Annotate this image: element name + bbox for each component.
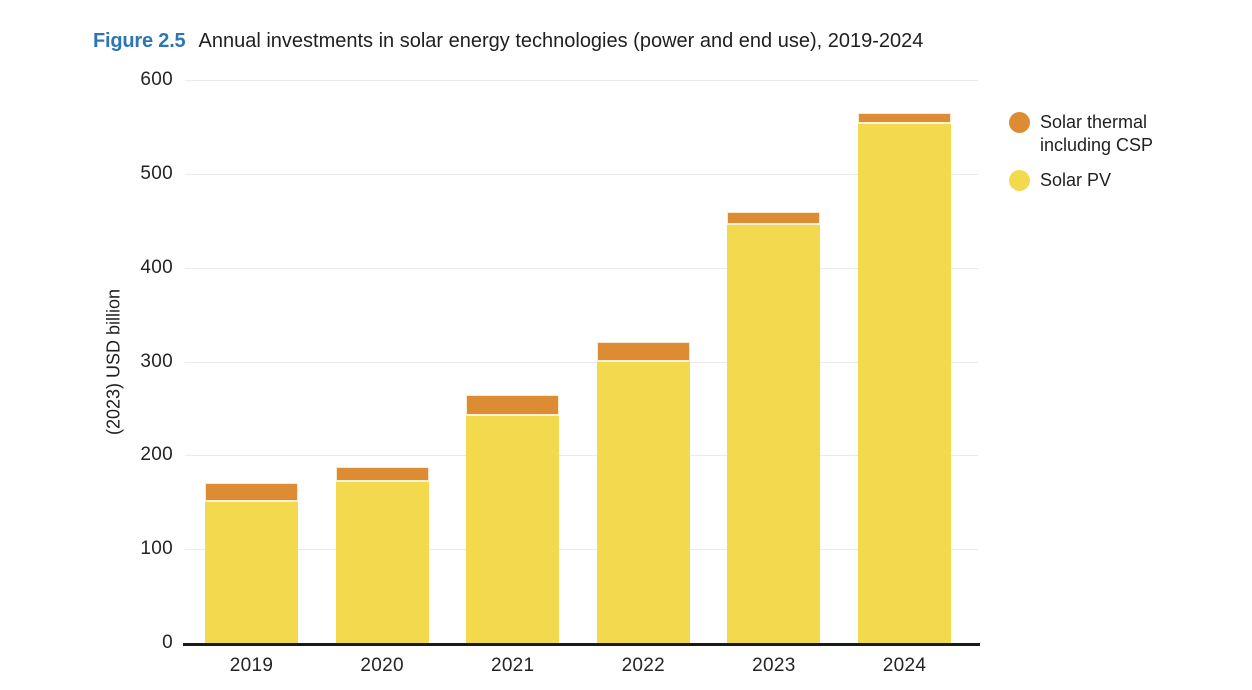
y-tick-label-200: 200 [140,444,173,466]
bar-2022 [596,341,690,643]
x-tick-label-2023: 2023 [752,655,796,676]
bar-segment-solar-thermal-2021 [466,395,560,416]
grid-line-100 [185,549,978,551]
bar-segment-solar-thermal-2022 [596,341,690,362]
x-tick-label-2020: 2020 [360,655,404,676]
plot-area [185,80,978,643]
bar-segment-solar-thermal-2019 [205,482,298,503]
grid-line-300 [185,361,978,363]
chart-legend: Solar thermal including CSP Solar PV [1009,111,1153,192]
bar-2019 [205,482,298,643]
x-tick-label-2019: 2019 [229,655,274,676]
y-tick-label-400: 400 [140,256,173,278]
y-axis-tick-labels: 0 100 200 300 400 500 600 [80,69,173,653]
figure-title: Annual investments in solar energy techn… [198,30,924,52]
grid-line-600 [185,80,978,81]
bar-segment-solar-pv-2020 [335,481,429,643]
bar-segment-solar-pv-2022 [596,361,690,643]
bar-2021 [466,395,560,643]
x-axis-line [183,643,980,646]
legend-swatch-icon [1009,170,1030,191]
y-tick-label-0: 0 [162,632,173,653]
legend-label: Solar thermal including CSP [1040,112,1154,155]
legend-item-1: Solar PV [1009,169,1153,192]
x-tick-label-2022: 2022 [621,655,666,676]
bar-2024 [858,112,951,643]
bar-segment-solar-thermal-2024 [858,112,951,125]
y-tick-label-600: 600 [140,69,173,90]
grid-line-500 [185,173,978,175]
bar-segment-solar-pv-2019 [205,502,298,643]
bar-segment-solar-pv-2021 [466,415,560,643]
legend-label: Solar PV [1040,170,1112,190]
legend-swatch-icon [1009,112,1030,133]
bar-segment-solar-pv-2023 [727,225,821,643]
bar-segment-solar-pv-2024 [858,124,951,643]
bar-segment-solar-thermal-2023 [727,212,821,226]
x-axis-tick-labels: 2019 2020 2021 2022 2023 2024 [185,655,978,685]
y-tick-label-500: 500 [140,162,173,184]
bar-segment-solar-thermal-2020 [335,466,429,482]
bar-2023 [727,212,821,643]
grid-line-200 [185,455,978,457]
legend-item-0: Solar thermal including CSP [1009,111,1153,157]
x-tick-label-2024: 2024 [882,655,927,676]
grid-line-400 [185,267,978,269]
figure-number-label: Figure 2.5 [93,30,186,52]
x-tick-label-2021: 2021 [490,655,535,676]
y-tick-label-300: 300 [140,350,173,372]
bar-2020 [335,466,429,643]
y-tick-label-100: 100 [140,538,173,560]
figure-header: Figure 2.5 Annual investments in solar e… [93,30,923,53]
